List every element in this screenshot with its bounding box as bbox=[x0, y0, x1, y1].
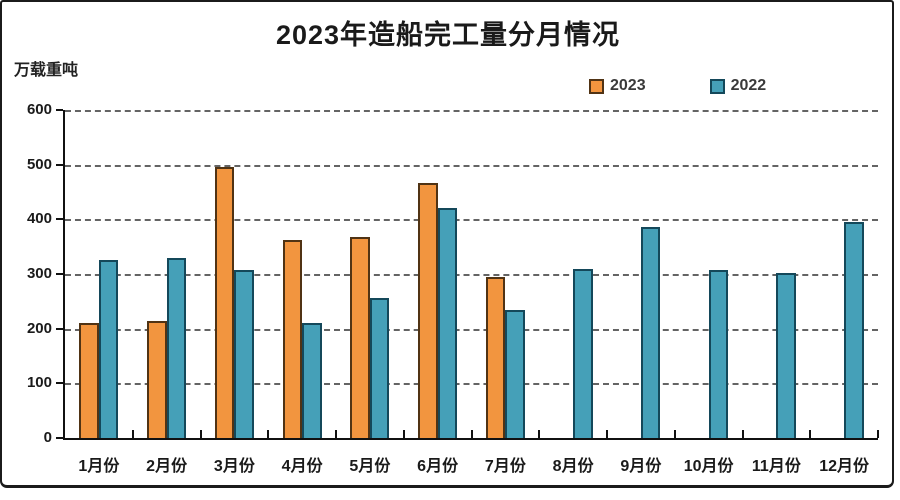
y-tick-label-0: 0 bbox=[43, 429, 52, 446]
bar-2022-6月份 bbox=[437, 207, 458, 438]
gridline-500 bbox=[65, 164, 878, 167]
bar-2022-2月份 bbox=[166, 258, 187, 438]
x-axis-label-9: 9月份 bbox=[620, 458, 662, 475]
legend-swatch-2022-icon bbox=[709, 78, 725, 94]
bar-2023-3月份 bbox=[214, 167, 235, 438]
bar-2022-9月份 bbox=[640, 227, 661, 438]
y-tick-mark-300 bbox=[56, 273, 63, 275]
y-axis-unit-label: 万载重吨 bbox=[14, 62, 79, 79]
x-tick-mark-1 bbox=[131, 430, 134, 438]
bar-2022-3月份 bbox=[234, 270, 254, 438]
y-tick-mark-600 bbox=[56, 109, 63, 111]
y-tick-mark-100 bbox=[56, 382, 63, 385]
gridline-100 bbox=[65, 383, 878, 386]
x-tick-mark-10 bbox=[741, 430, 744, 438]
x-tick-mark-6 bbox=[470, 430, 473, 438]
gridline-300 bbox=[65, 274, 878, 276]
gridline-600 bbox=[65, 110, 878, 112]
bar-2022-10月份 bbox=[708, 270, 729, 438]
x-tick-mark-7 bbox=[538, 430, 541, 438]
plot-area bbox=[63, 110, 879, 440]
bar-2022-8月份 bbox=[573, 269, 593, 438]
x-tick-mark-12 bbox=[877, 430, 879, 438]
x-tick-mark-8 bbox=[606, 430, 608, 438]
x-axis-label-3: 3月份 bbox=[213, 458, 255, 475]
x-axis-label-11: 11月份 bbox=[751, 458, 801, 475]
x-tick-mark-11 bbox=[809, 430, 812, 438]
legend-label-2023: 2023 bbox=[610, 77, 646, 94]
bar-2022-11月份 bbox=[776, 272, 796, 438]
y-tick-mark-0 bbox=[56, 437, 63, 439]
y-tick-label-200: 200 bbox=[26, 319, 52, 337]
bar-2023-5月份 bbox=[350, 236, 370, 438]
bar-2023-1月份 bbox=[79, 322, 99, 438]
chart-title: 2023年造船完工量分月情况 bbox=[275, 20, 621, 50]
x-axis-label-4: 4月份 bbox=[281, 458, 323, 475]
legend-label-2022: 2022 bbox=[730, 77, 767, 94]
x-axis-label-6: 6月份 bbox=[417, 458, 459, 475]
legend-item-2022: 2022 bbox=[709, 77, 767, 95]
x-axis-label-7: 7月份 bbox=[484, 458, 526, 475]
bar-2023-4月份 bbox=[282, 239, 303, 438]
y-tick-mark-400 bbox=[56, 218, 63, 221]
x-tick-mark-5 bbox=[402, 430, 405, 438]
x-axis-label-12: 12月份 bbox=[819, 458, 870, 475]
y-tick-label-400: 400 bbox=[26, 210, 52, 228]
legend-item-2023: 2023 bbox=[589, 77, 646, 95]
bar-2022-12月份 bbox=[844, 222, 864, 438]
y-tick-label-600: 600 bbox=[26, 101, 52, 118]
bar-2023-2月份 bbox=[147, 321, 167, 438]
bar-2022-4月份 bbox=[302, 322, 322, 438]
y-tick-mark-200 bbox=[56, 327, 63, 330]
bar-2022-7月份 bbox=[505, 310, 525, 438]
x-tick-mark-3 bbox=[267, 430, 270, 438]
bar-2023-7月份 bbox=[485, 276, 506, 438]
bar-2023-6月份 bbox=[418, 182, 438, 438]
y-tick-label-300: 300 bbox=[26, 265, 52, 282]
y-tick-label-100: 100 bbox=[26, 374, 52, 392]
gridline-200 bbox=[65, 328, 878, 331]
x-axis-label-1: 1月份 bbox=[78, 458, 120, 475]
legend-swatch-2023-icon bbox=[589, 78, 604, 94]
y-tick-mark-500 bbox=[56, 163, 63, 166]
x-tick-mark-9 bbox=[673, 430, 676, 438]
x-axis-label-8: 8月份 bbox=[552, 458, 594, 475]
gridline-400 bbox=[65, 219, 878, 222]
x-axis-label-10: 10月份 bbox=[683, 458, 734, 475]
x-axis-label-5: 5月份 bbox=[349, 458, 391, 475]
x-tick-mark-4 bbox=[335, 430, 337, 438]
bar-2022-1月份 bbox=[98, 259, 119, 438]
y-tick-label-500: 500 bbox=[26, 155, 52, 173]
x-tick-mark-2 bbox=[199, 430, 202, 438]
bar-2022-5月份 bbox=[369, 297, 390, 438]
legend: 2023 2022 bbox=[589, 77, 766, 95]
x-axis-label-2: 2月份 bbox=[146, 458, 188, 475]
